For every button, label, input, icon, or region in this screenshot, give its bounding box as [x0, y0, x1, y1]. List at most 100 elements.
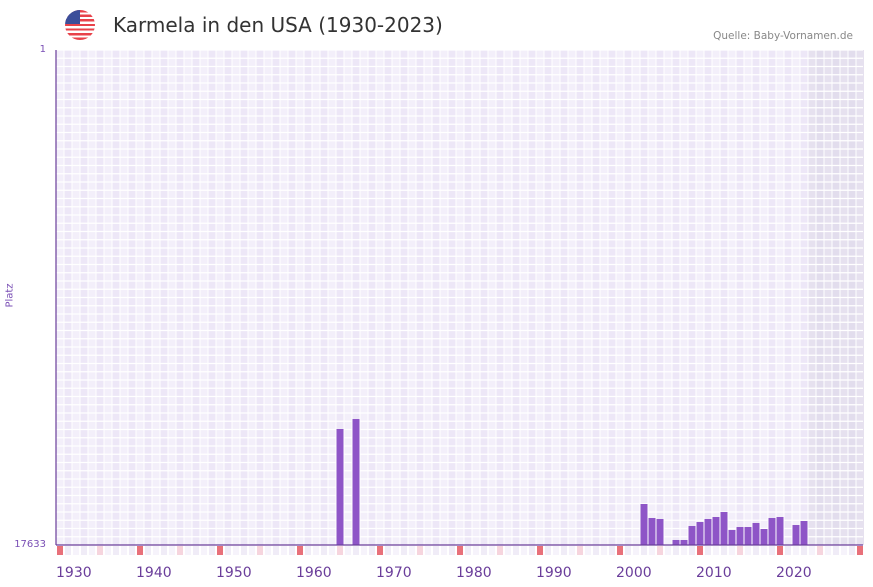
year-marker	[353, 546, 359, 555]
year-marker	[561, 546, 567, 555]
year-marker	[161, 546, 167, 555]
year-marker	[513, 546, 519, 555]
year-marker	[753, 546, 759, 555]
year-marker	[593, 546, 599, 555]
bar-2008	[680, 540, 688, 545]
x-tick-label: 1950	[216, 565, 252, 581]
year-marker	[257, 546, 263, 555]
year-marker	[769, 546, 775, 555]
year-marker	[489, 546, 495, 555]
year-marker	[441, 546, 447, 555]
us-flag-icon	[65, 10, 95, 40]
year-marker	[105, 546, 111, 555]
year-marker	[177, 546, 183, 555]
year-marker	[529, 546, 535, 555]
year-marker	[113, 546, 119, 555]
bar-2015	[736, 527, 744, 545]
year-marker	[681, 546, 687, 555]
source-link[interactable]: Quelle: Baby-Vornamen.de	[713, 30, 853, 42]
year-marker	[609, 546, 615, 555]
year-marker	[473, 546, 479, 555]
year-marker	[369, 546, 375, 555]
year-marker	[233, 546, 239, 555]
year-marker	[433, 546, 439, 555]
year-marker	[553, 546, 559, 555]
bar-2013	[720, 512, 728, 545]
year-marker	[337, 546, 343, 555]
year-marker	[81, 546, 87, 555]
year-marker	[409, 546, 415, 555]
year-marker	[737, 546, 743, 555]
x-tick-label: 2000	[616, 565, 652, 581]
bar-2005	[656, 519, 664, 545]
bar-2004	[648, 517, 656, 545]
year-marker	[841, 546, 847, 555]
bar-2019	[768, 517, 776, 545]
year-marker	[65, 546, 71, 555]
year-marker	[689, 546, 695, 555]
year-marker	[801, 546, 807, 555]
year-marker	[545, 546, 551, 555]
year-marker	[273, 546, 279, 555]
year-marker	[641, 546, 647, 555]
year-marker	[169, 546, 175, 555]
year-marker	[569, 546, 575, 555]
x-tick-label: 1940	[136, 565, 172, 581]
bar-2017	[752, 522, 760, 545]
year-marker	[449, 546, 455, 555]
year-marker	[209, 546, 215, 555]
year-marker	[673, 546, 679, 555]
bar-2022	[792, 525, 800, 545]
year-marker	[153, 546, 159, 555]
year-marker	[121, 546, 127, 555]
y-tick-top: 1	[39, 44, 46, 55]
year-marker	[377, 546, 383, 555]
year-marker	[521, 546, 527, 555]
bar-2012	[712, 517, 720, 545]
x-tick-label: 1980	[456, 565, 492, 581]
year-marker	[785, 546, 791, 555]
year-marker	[225, 546, 231, 555]
year-marker	[505, 546, 511, 555]
year-marker	[73, 546, 79, 555]
year-marker	[625, 546, 631, 555]
year-marker	[217, 546, 223, 555]
bar-2023	[800, 520, 808, 545]
year-marker	[833, 546, 839, 555]
year-marker	[345, 546, 351, 555]
year-marker	[849, 546, 855, 555]
bar-2020	[776, 517, 784, 545]
year-marker	[401, 546, 407, 555]
year-marker	[713, 546, 719, 555]
year-marker	[537, 546, 543, 555]
year-marker	[241, 546, 247, 555]
year-marker	[393, 546, 399, 555]
year-marker	[265, 546, 271, 555]
x-tick-label: 1970	[376, 565, 412, 581]
year-marker	[577, 546, 583, 555]
year-marker	[857, 546, 863, 555]
x-tick-label: 2010	[696, 565, 732, 581]
bar-2016	[744, 527, 752, 545]
year-marker	[89, 546, 95, 555]
year-marker	[321, 546, 327, 555]
year-marker	[457, 546, 463, 555]
year-marker	[193, 546, 199, 555]
bar-2011	[704, 519, 712, 545]
bar-2014	[728, 530, 736, 545]
year-marker	[745, 546, 751, 555]
x-tick-label: 1960	[296, 565, 332, 581]
year-marker	[129, 546, 135, 555]
bar-2018	[760, 528, 768, 545]
year-marker	[793, 546, 799, 555]
year-marker	[497, 546, 503, 555]
year-marker	[281, 546, 287, 555]
bar-2007	[672, 540, 680, 545]
year-marker	[201, 546, 207, 555]
y-tick-bottom: 17633	[14, 539, 46, 550]
bar-2003	[640, 504, 648, 545]
year-marker	[585, 546, 591, 555]
year-marker	[601, 546, 607, 555]
year-marker	[465, 546, 471, 555]
